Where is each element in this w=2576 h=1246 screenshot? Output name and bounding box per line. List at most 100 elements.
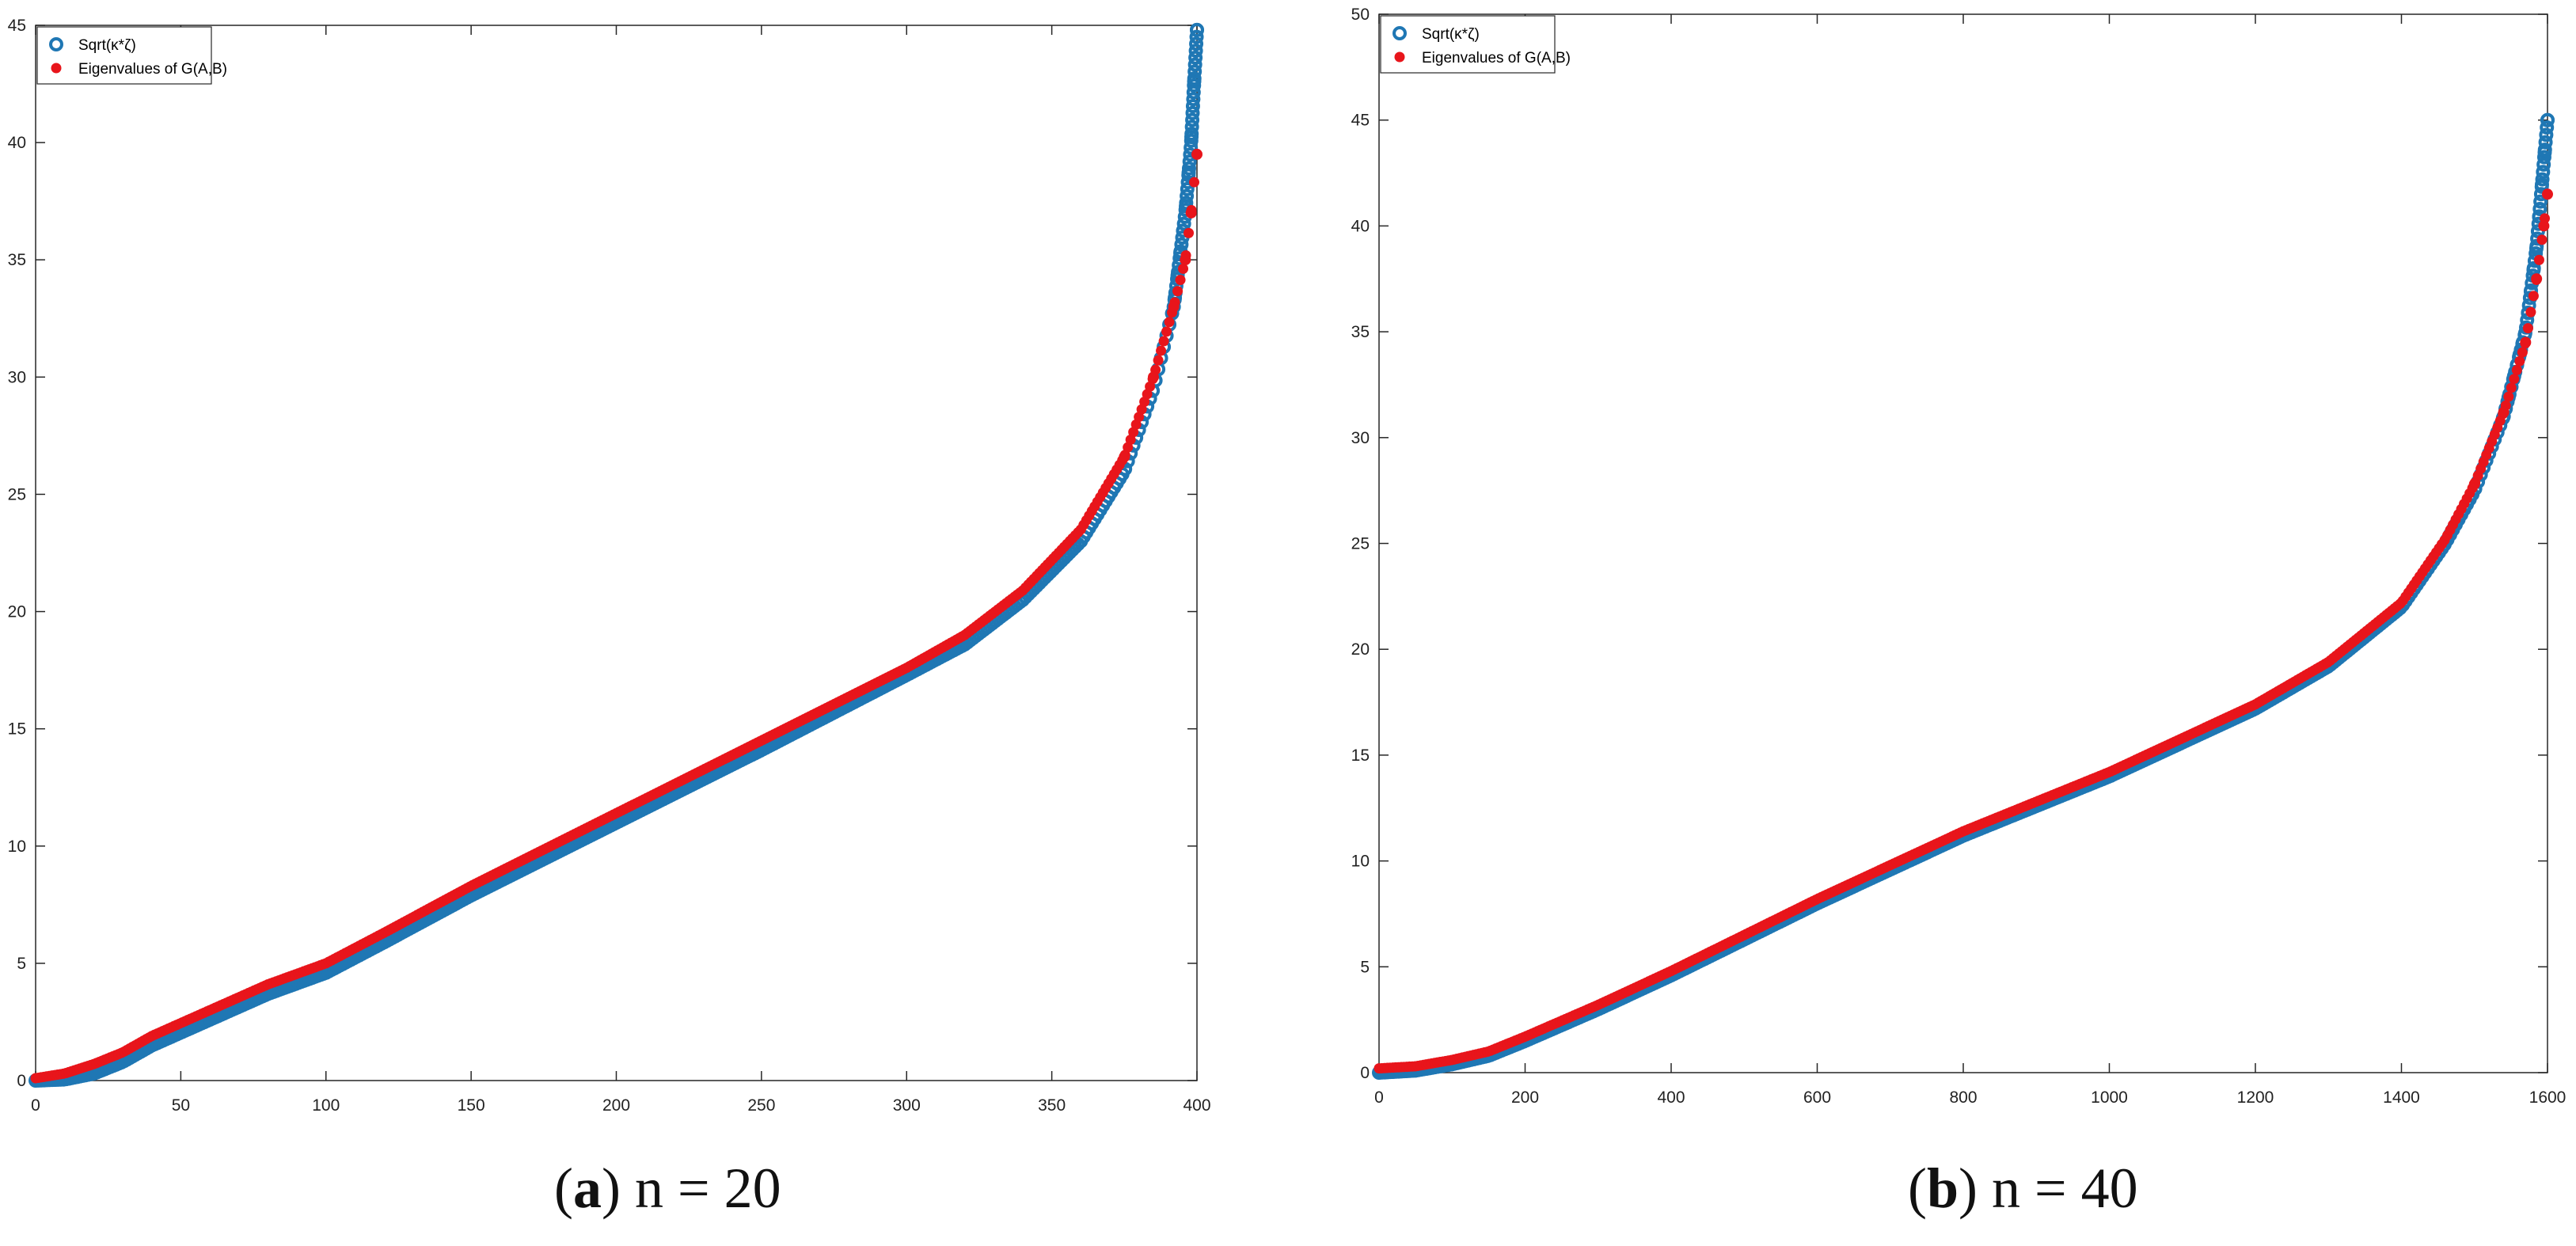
y-tick-label: 40 (1351, 217, 1370, 235)
sqrt-point (1174, 237, 1189, 252)
legend-box (1380, 15, 1556, 74)
x-tick-label: 200 (602, 1096, 630, 1115)
sqrt-point (1190, 22, 1204, 37)
sqrt-point (2529, 238, 2544, 253)
y-tick-label: 50 (1351, 6, 1370, 24)
sqrt-point (1187, 71, 1202, 86)
x-tick-label: 250 (747, 1096, 775, 1115)
legend-marker-eigen (51, 63, 62, 74)
caption-b-text: n = 40 (1992, 1157, 2138, 1220)
sqrt-point (1180, 188, 1195, 203)
eigen-point (2503, 391, 2514, 402)
y-tick-label: 35 (1351, 323, 1370, 341)
legend-label-eigen: Eigenvalues of G(A,B) (1422, 50, 1571, 66)
x-tick-label: 200 (1511, 1088, 1539, 1107)
chart-b-plot: 0 200 400 600 800 1000 1200 1400 1600 0 5 10 15 20 25 3… (1351, 6, 2567, 1107)
x-tick-label: 400 (1657, 1088, 1685, 1107)
x-tick-label: 350 (1038, 1096, 1066, 1115)
eigen-point (2533, 254, 2544, 265)
sqrt-point (1182, 154, 1197, 169)
legend-box (36, 26, 212, 85)
eigen-point (2468, 478, 2480, 490)
eigen-point (1178, 264, 1189, 275)
sqrt-point (1181, 161, 1196, 176)
x-tick-label: 0 (1374, 1088, 1384, 1107)
eigen-point (1164, 317, 1175, 328)
eigen-point (1119, 451, 1130, 463)
y-tick-label: 10 (8, 838, 26, 856)
legend-label-sqrt: Sqrt(κ*ζ) (78, 37, 136, 54)
sqrt-point (1188, 44, 1203, 59)
eigen-point (1184, 227, 1195, 238)
chart-panel-a: 0 50 100 150 200 250 300 350 400 0 5 10 15 20 25 30 35 40… (0, 0, 1235, 1246)
sqrt-point (2536, 157, 2551, 172)
sqrt-point (2538, 135, 2553, 150)
y-tick-label: 30 (1351, 429, 1370, 447)
sqrt-point (1189, 36, 1204, 51)
y-tick-label: 25 (8, 485, 26, 503)
sqrt-point (1187, 57, 1203, 72)
caption-b: (b) n = 40 (1908, 1157, 2138, 1220)
sqrt-point (1186, 85, 1201, 100)
sqrt-point (1184, 120, 1199, 135)
sqrt-point (1179, 196, 1194, 211)
y-tick-label: 20 (8, 603, 26, 621)
eigen-point (2509, 374, 2520, 385)
y-tick-label: 15 (8, 720, 26, 739)
y-tick-label: 35 (8, 251, 26, 269)
eigen-point (2511, 364, 2522, 375)
legend: Sqrt(κ*ζ) Eigenvalues of G(A,B) (36, 26, 227, 85)
eigen-point (2525, 306, 2536, 317)
eigen-point (1168, 301, 1180, 313)
y-tick-label: 5 (17, 955, 26, 973)
y-tick-label: 45 (1351, 112, 1370, 130)
eigen-point (1158, 336, 1169, 347)
eigen-point (2514, 355, 2525, 367)
sqrt-point (1180, 181, 1195, 196)
x-tick-label: 1200 (2237, 1088, 2274, 1107)
caption-a-text: n = 20 (634, 1157, 781, 1220)
sqrt-point (1185, 105, 1200, 120)
eigen-point (2498, 406, 2510, 418)
y-tick-label: 40 (8, 134, 26, 152)
eigen-point (1189, 177, 1200, 188)
x-tick-label: 100 (312, 1096, 340, 1115)
eigen-point (1147, 371, 1159, 383)
y-tick-label: 0 (1360, 1064, 1370, 1082)
sqrt-point (1187, 64, 1203, 79)
caption-b-label: b (1926, 1157, 1959, 1220)
plot-area-frame (35, 25, 1198, 1081)
x-tick-label: 1000 (2091, 1088, 2128, 1107)
eigen-point (1175, 275, 1186, 286)
sqrt-point (2536, 150, 2551, 165)
sqrt-point (1187, 78, 1202, 93)
eigen-point (2506, 382, 2517, 393)
y-tick-label: 10 (1351, 853, 1370, 871)
y-tick-label: 20 (1351, 640, 1370, 659)
legend-marker-sqrt (49, 37, 63, 51)
x-tick-label: 1400 (2383, 1088, 2420, 1107)
legend-marker-sqrt (1392, 26, 1407, 40)
y-tick-label: 0 (17, 1072, 26, 1090)
sqrt-point (2534, 179, 2549, 194)
y-tick-label: 25 (1351, 535, 1370, 553)
y-tick-label: 30 (8, 368, 26, 386)
sqrt-point (1186, 92, 1201, 107)
y-tick-label: 5 (1360, 958, 1370, 976)
legend: Sqrt(κ*ζ) Eigenvalues of G(A,B) (1380, 15, 1571, 74)
sqrt-point (2532, 202, 2548, 217)
eigen-point (2520, 336, 2532, 348)
eigen-point (2522, 323, 2533, 334)
eigen-point (1180, 254, 1191, 266)
sqrt-point (1184, 127, 1199, 142)
sqrt-point (2536, 165, 2551, 180)
series-eigen-points (1373, 188, 2553, 1074)
eigen-point (1172, 286, 1184, 297)
x-tick-label: 150 (458, 1096, 485, 1115)
y-tick-label: 45 (8, 17, 26, 35)
x-tick-label: 1600 (2529, 1088, 2567, 1107)
eigen-point (2538, 220, 2550, 232)
sqrt-point (1184, 140, 1199, 155)
eigen-point (2531, 273, 2543, 285)
eigen-point (2517, 347, 2528, 358)
